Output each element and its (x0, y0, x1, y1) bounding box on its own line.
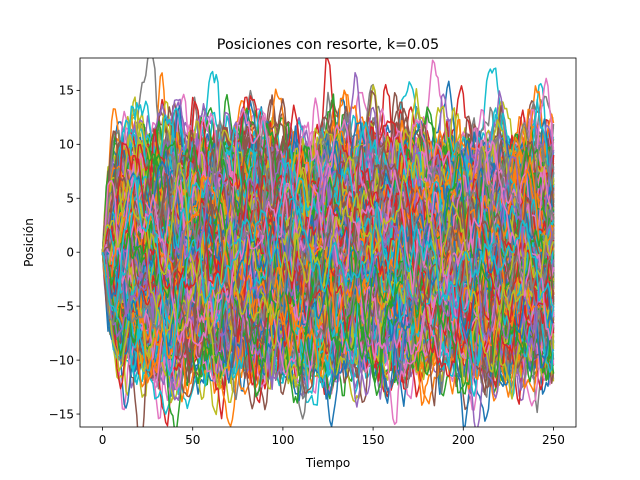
x-tick-label: 100 (271, 433, 294, 447)
y-tick-label: −5 (56, 299, 74, 313)
series-layer (103, 52, 554, 450)
y-tick-label: 10 (59, 138, 74, 152)
y-axis-label: Posición (22, 218, 36, 267)
x-tick-label: 50 (185, 433, 200, 447)
y-tick-label: 0 (66, 245, 74, 259)
x-tick-label: 150 (362, 433, 385, 447)
y-tick-label: 5 (66, 191, 74, 205)
x-tick-label: 0 (99, 433, 107, 447)
y-tick-label: 15 (59, 84, 74, 98)
x-axis: 0 50 100 150 200 250 (99, 427, 565, 447)
y-tick-label: −10 (49, 353, 74, 367)
x-tick-label: 200 (452, 433, 475, 447)
chart-title: Posiciones con resorte, k=0.05 (217, 37, 439, 53)
y-axis: −15 −10 −5 0 5 10 15 (49, 84, 80, 422)
x-axis-label: Tiempo (305, 456, 350, 470)
x-tick-label: 250 (542, 433, 565, 447)
y-tick-label: −15 (49, 407, 74, 421)
